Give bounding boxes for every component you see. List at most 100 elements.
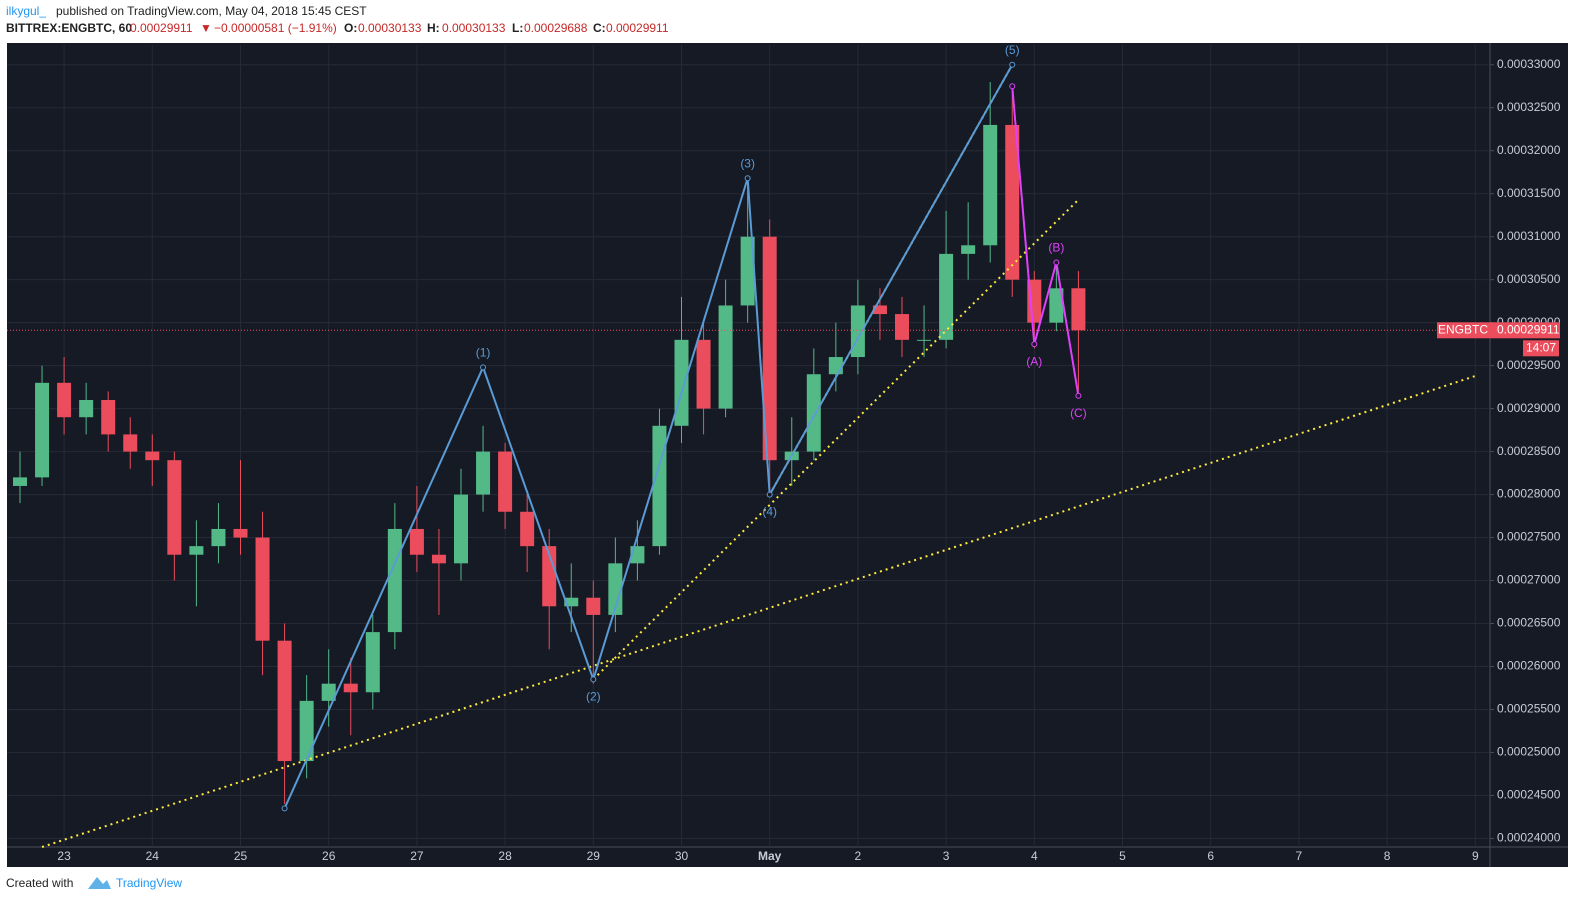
candle-body	[1071, 288, 1086, 331]
o-label: O:	[344, 21, 357, 35]
arrow: ▼	[200, 21, 212, 35]
candle-body	[233, 528, 248, 538]
candle-body	[145, 451, 160, 461]
x-tick-label: 29	[587, 849, 601, 863]
wave-point	[281, 805, 288, 812]
candle-body	[652, 425, 667, 547]
x-tick-label: 28	[498, 849, 512, 863]
published: published on TradingView.com, May 04, 20…	[56, 4, 367, 18]
wave-point	[1031, 341, 1038, 348]
y-tick-label: 0.00026000	[1497, 659, 1561, 673]
y-tick-label: 0.00028000	[1497, 487, 1561, 501]
candle-body	[917, 339, 932, 341]
candle-body	[189, 546, 204, 555]
y-tick-label: 0.00032500	[1497, 100, 1561, 114]
candle-body	[762, 236, 777, 461]
last: 0.00029911	[130, 21, 193, 35]
symbol-label: ENGBTC	[1438, 322, 1488, 336]
candle-body	[79, 400, 94, 418]
wave-point	[1053, 259, 1060, 266]
x-tick-label: 9	[1472, 849, 1479, 863]
countdown-label: 14:07	[1526, 340, 1556, 354]
y-tick-label: 0.00030500	[1497, 272, 1561, 286]
candle-body	[255, 537, 270, 641]
candle-body	[983, 124, 998, 246]
wave-point	[766, 491, 773, 498]
wave-label: (2)	[586, 690, 601, 704]
candle-body	[939, 253, 954, 340]
y-tick-label: 0.00029000	[1497, 401, 1561, 415]
x-tick-label: 27	[410, 849, 424, 863]
wave-point	[744, 175, 751, 182]
symbol: BITTREX:ENGBTC, 60	[6, 21, 132, 35]
brand[interactable]: TradingView	[116, 876, 182, 890]
y-tick-label: 0.00025500	[1497, 702, 1561, 716]
c-label: C:	[593, 21, 606, 35]
change: −0.00000581 (−1.91%)	[214, 21, 337, 35]
logo	[88, 877, 111, 889]
candle-body	[211, 528, 226, 547]
candle-body	[828, 357, 843, 375]
candle-body	[520, 511, 535, 547]
y-tick-label: 0.00024500	[1497, 788, 1561, 802]
candle-body	[476, 451, 491, 495]
wave-point	[1009, 61, 1016, 68]
candle-body	[277, 640, 292, 762]
candle-body	[13, 477, 27, 486]
wave-point	[480, 364, 487, 371]
wave-line	[283, 64, 1014, 809]
candle-body	[895, 314, 909, 340]
x-tick-label: 8	[1384, 849, 1391, 863]
created-with: Created with	[6, 876, 73, 890]
c: 0.00029911	[606, 21, 669, 35]
x-tick-label: 26	[322, 849, 336, 863]
candle-body	[608, 563, 623, 615]
candle-body	[431, 554, 446, 564]
candle-body	[387, 528, 402, 633]
x-tick-label: 23	[57, 849, 71, 863]
x-tick-label: 5	[1119, 849, 1126, 863]
candle-body	[542, 546, 557, 607]
y-tick-label: 0.00025000	[1497, 745, 1561, 759]
x-tick-label: 24	[146, 849, 160, 863]
y-tick-label: 0.00032000	[1497, 143, 1561, 157]
o: 0.00030133	[358, 21, 422, 35]
candle-body	[365, 632, 380, 693]
candle-body	[101, 400, 116, 435]
wave-label: (5)	[1005, 43, 1020, 57]
candle-body	[586, 597, 601, 615]
candle-body	[674, 339, 689, 426]
h: 0.00030133	[442, 21, 506, 35]
l-label: L:	[512, 21, 523, 35]
price-label: 0.00029911	[1497, 322, 1560, 336]
x-tick-label: 6	[1207, 849, 1214, 863]
x-tick-label: 30	[675, 849, 689, 863]
y-tick-label: 0.00033000	[1497, 57, 1561, 71]
x-tick-label: 25	[234, 849, 248, 863]
x-tick-label: 7	[1296, 849, 1303, 863]
candle-body	[1049, 288, 1064, 323]
h-label: H:	[427, 21, 440, 35]
candle-body	[961, 245, 976, 254]
candle-body	[806, 374, 821, 452]
y-tick-label: 0.00028500	[1497, 444, 1561, 458]
wave-line	[1011, 86, 1080, 396]
candle-body	[409, 528, 424, 555]
candle-body	[564, 597, 579, 607]
countdown-badge	[1523, 340, 1559, 357]
candle-body	[740, 236, 755, 306]
candle-body	[343, 683, 358, 693]
l: 0.00029688	[524, 21, 588, 35]
y-tick-label: 0.00029500	[1497, 358, 1561, 372]
y-tick-label: 0.00027500	[1497, 530, 1561, 544]
candle-body	[167, 460, 182, 555]
y-tick-label: 0.00031500	[1497, 186, 1561, 200]
y-tick-label: 0.00031000	[1497, 229, 1561, 243]
candle-body	[35, 382, 50, 478]
candle-body	[57, 382, 72, 418]
wave-point	[1075, 392, 1082, 399]
author[interactable]: ilkygul_	[6, 4, 46, 18]
candle-body	[299, 700, 314, 762]
x-tick-label: 4	[1031, 849, 1038, 863]
